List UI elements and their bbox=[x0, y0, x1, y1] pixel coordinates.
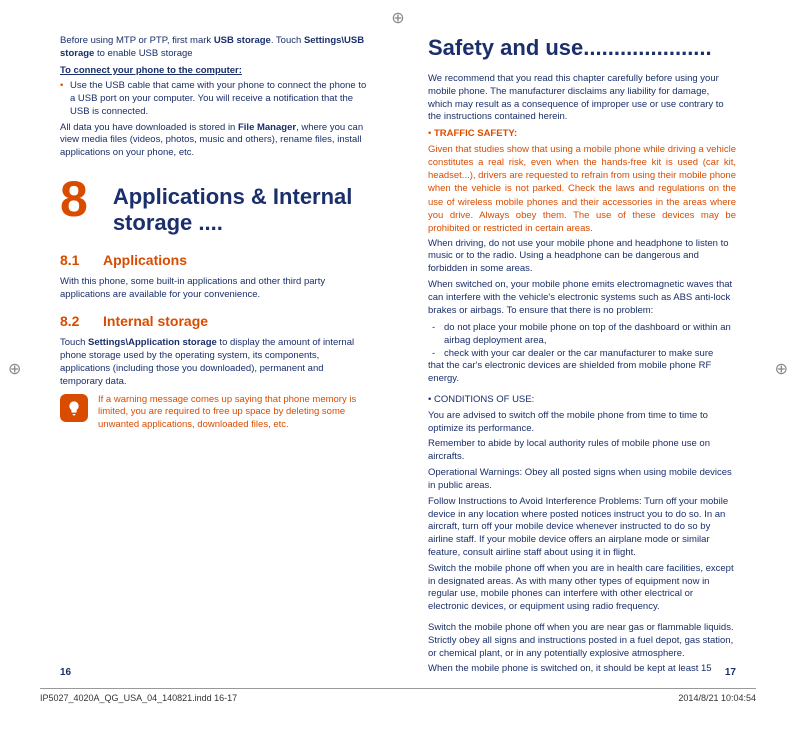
connect-heading: To connect your phone to the computer: bbox=[60, 65, 368, 76]
driving-text: When driving, do not use your mobile pho… bbox=[428, 238, 736, 276]
cond-text: Switch the mobile phone off when you are… bbox=[428, 622, 736, 660]
warning-row: If a warning message comes up saying tha… bbox=[60, 394, 368, 432]
text-bold: TRAFFIC SAFETY: bbox=[434, 128, 517, 139]
chapter-number: 8 bbox=[60, 178, 88, 221]
warning-text: If a warning message comes up saying tha… bbox=[98, 394, 368, 432]
text: Before using MTP or PTP, first mark bbox=[60, 35, 214, 46]
bullet-item: Use the USB cable that came with your ph… bbox=[60, 79, 368, 119]
after-dash-text: that the car's electronic devices are sh… bbox=[428, 360, 736, 386]
cond-text: Operational Warnings: Obey all posted si… bbox=[428, 467, 736, 493]
section-num: 8.2 bbox=[60, 313, 88, 329]
section-body: With this phone, some built-in applicati… bbox=[60, 276, 368, 302]
cond-text: Switch the mobile phone off when you are… bbox=[428, 563, 736, 614]
text-bold: USB storage bbox=[214, 35, 271, 46]
conditions-heading: • CONDITIONS OF USE: bbox=[428, 394, 736, 407]
text: to enable USB storage bbox=[94, 48, 192, 59]
page-right: Safety and use..................... We r… bbox=[398, 35, 796, 738]
chapter-heading: 8 Applications & Internal storage .... bbox=[60, 178, 368, 237]
section-heading-8-1: 8.1 Applications bbox=[60, 252, 368, 268]
page-number-left: 16 bbox=[60, 667, 71, 678]
safety-heading: Safety and use..................... bbox=[428, 35, 736, 61]
safety-intro: We recommend that you read this chapter … bbox=[428, 73, 736, 124]
text: . Touch bbox=[271, 35, 304, 46]
body-text: All data you have downloaded is stored i… bbox=[60, 122, 368, 160]
cond-text: Follow Instructions to Avoid Interferenc… bbox=[428, 496, 736, 560]
traffic-body: Given that studies show that using a mob… bbox=[428, 143, 736, 236]
text: All data you have downloaded is stored i… bbox=[60, 122, 238, 133]
cond-text: You are advised to switch off the mobile… bbox=[428, 410, 736, 436]
page-left: Before using MTP or PTP, first mark USB … bbox=[0, 35, 398, 738]
dash-item: check with your car dealer or the car ma… bbox=[428, 347, 736, 360]
text: Touch bbox=[60, 337, 88, 348]
section-body: Touch Settings\Application storage to di… bbox=[60, 337, 368, 388]
switched-text: When switched on, your mobile phone emit… bbox=[428, 279, 736, 317]
footer-filename: IP5027_4020A_QG_USA_04_140821.indd 16-17 bbox=[40, 693, 237, 703]
traffic-heading: • TRAFFIC SAFETY: bbox=[428, 127, 736, 140]
cond-text: Remember to abide by local authority rul… bbox=[428, 438, 736, 464]
lightbulb-icon bbox=[60, 394, 88, 422]
section-heading-8-2: 8.2 Internal storage bbox=[60, 313, 368, 329]
intro-text: Before using MTP or PTP, first mark USB … bbox=[60, 35, 368, 61]
page-spread: ⊕ ⊕ ⊕ Before using MTP or PTP, first mar… bbox=[0, 0, 796, 738]
dash-item: do not place your mobile phone on top of… bbox=[428, 321, 736, 348]
cond-text: When the mobile phone is switched on, it… bbox=[428, 663, 736, 676]
section-title: Applications bbox=[103, 252, 187, 268]
page-number-right: 17 bbox=[725, 667, 736, 678]
footer-timestamp: 2014/8/21 10:04:54 bbox=[678, 693, 756, 703]
text-bold: Settings\Application storage bbox=[88, 337, 217, 348]
footer: IP5027_4020A_QG_USA_04_140821.indd 16-17… bbox=[40, 688, 756, 703]
chapter-title: Applications & Internal storage .... bbox=[113, 178, 368, 237]
text-bold: File Manager bbox=[238, 122, 296, 133]
section-num: 8.1 bbox=[60, 252, 88, 268]
section-title: Internal storage bbox=[103, 313, 208, 329]
crop-mark-top: ⊕ bbox=[391, 8, 404, 28]
